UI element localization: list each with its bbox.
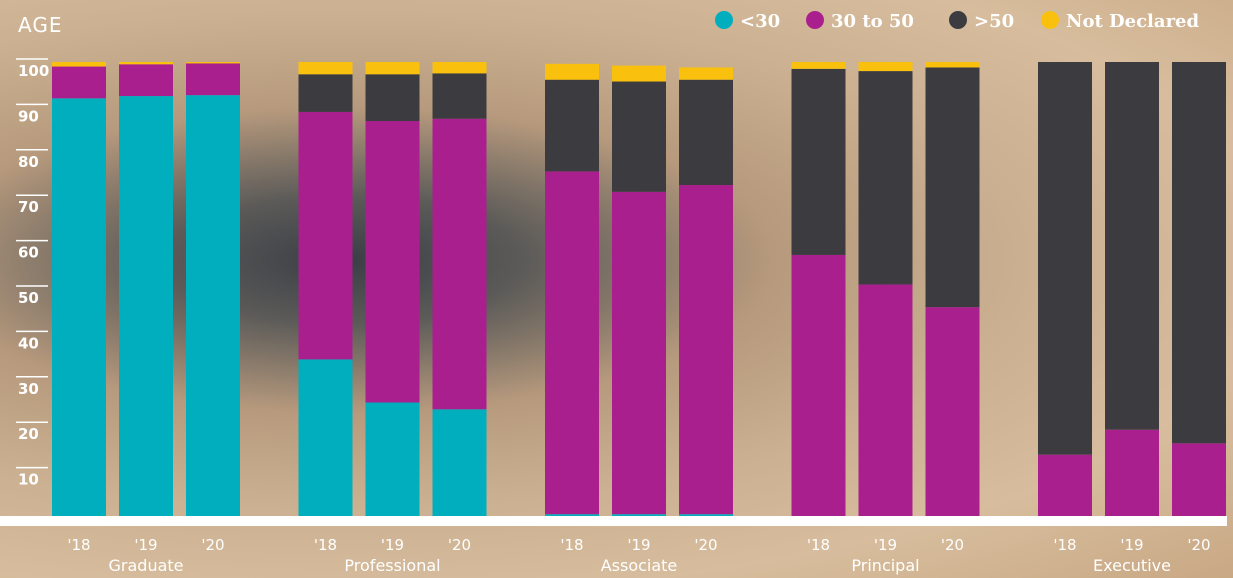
x-tick-label: '19 [1120,536,1143,554]
bar-segment [119,96,173,517]
group-label: Graduate [109,556,184,575]
bar-segment [432,62,487,74]
bar-segment [925,67,980,308]
y-tick-label: 90 [18,107,39,125]
bar-segment [365,402,420,516]
bar-segment [1172,62,1226,444]
chart-title: AGE [18,13,62,37]
bar-segment [298,359,353,516]
group-label: Principal [851,556,919,575]
y-tick-label: 70 [18,198,39,216]
y-tick-label: 20 [18,425,39,443]
x-tick-label: '20 [201,536,224,554]
bar-segment [298,74,353,112]
legend-swatch-30-to-50 [806,11,824,29]
bar-segment [791,254,846,516]
x-tick-label: '18 [1053,536,1076,554]
group-label: Associate [601,556,678,575]
bar-segment [858,62,913,72]
bar-segment [545,514,599,516]
x-tick-label: '20 [448,536,471,554]
bar-segment [365,121,420,403]
group-label: Executive [1093,556,1171,575]
bars [52,62,1226,517]
y-tick-label: 40 [18,334,39,352]
y-tick-label: 30 [18,380,39,398]
bar-segment [925,62,980,68]
bar-segment [791,62,846,69]
legend-swatch-over-50 [949,11,967,29]
bar-segment [612,514,666,516]
y-tick-label: 60 [18,244,39,262]
bar-segment [679,514,733,516]
x-tick-label: '20 [1187,536,1210,554]
bar-segment [545,79,599,172]
legend-label-over-50: >50 [974,11,1014,32]
y-tick-label: 100 [18,62,49,80]
y-tick-label: 80 [18,153,39,171]
legend: <30 30 to 50 >50 Not Declared [715,11,1199,32]
bar-segment [858,284,913,516]
y-tick-label: 50 [18,289,39,307]
bar-segment [365,62,420,75]
bar-segment [545,63,599,80]
x-tick-label: '20 [694,536,717,554]
x-tick-label: '19 [381,536,404,554]
legend-label-not-declared: Not Declared [1066,11,1199,32]
bar-segment [432,118,487,410]
legend-swatch-not-declared [1041,11,1059,29]
x-tick-label: '19 [627,536,650,554]
group-label: Professional [344,556,440,575]
bar-segment [365,74,420,122]
bar-segment [1105,62,1159,430]
legend-label-30-to-50: 30 to 50 [831,11,914,32]
bar-segment [186,63,240,96]
bar-segment [52,66,106,99]
x-tick-label: '18 [560,536,583,554]
baseline [0,516,1227,526]
y-axis: 10 20 30 40 50 60 70 80 90 100 [16,58,49,489]
bar-segment [186,62,240,64]
bar-segment [612,81,666,192]
x-tick-label: '20 [941,536,964,554]
bar-segment [52,98,106,516]
x-tick-label: '18 [67,536,90,554]
x-tick-label: '19 [874,536,897,554]
bar-segment [1172,443,1226,516]
bar-segment [298,111,353,360]
bar-segment [119,62,173,65]
y-tick-label: 10 [18,471,39,489]
bar-segment [545,171,599,515]
bar-segment [119,64,173,97]
bar-segment [432,73,487,119]
bar-segment [679,79,733,186]
bar-segment [858,71,913,285]
bar-segment [925,307,980,516]
bar-segment [791,68,846,255]
bar-segment [186,95,240,516]
bar-segment [52,62,106,67]
x-tick-label: '18 [314,536,337,554]
bar-segment [612,65,666,82]
bar-segment [679,67,733,80]
bar-segment [1038,62,1092,455]
bar-segment [679,185,733,515]
x-tick-label: '18 [807,536,830,554]
bar-segment [612,191,666,515]
bar-segment [1038,454,1092,516]
bar-segment [432,409,487,516]
legend-label-under-30: <30 [740,11,780,32]
bar-segment [298,62,353,75]
x-axis: '18 '19 '20 Graduate '18 '19 '20 Professional '1… [67,536,1210,575]
x-tick-label: '19 [134,536,157,554]
legend-swatch-under-30 [715,11,733,29]
bar-segment [1105,429,1159,516]
